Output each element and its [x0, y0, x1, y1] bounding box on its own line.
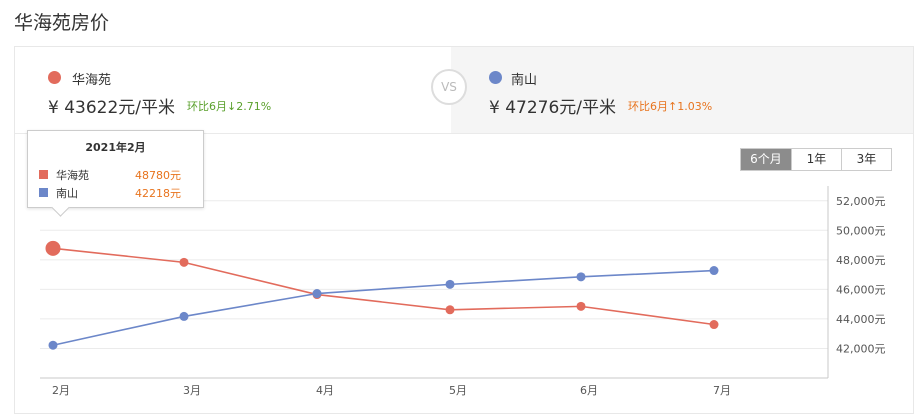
series-b-change: 环比6月↑1.03%	[628, 100, 713, 113]
y-tick-label-42000: 42,000元	[836, 342, 886, 355]
comparison-header: 华海苑 ¥ 43622元/平米 环比6月↓2.71% 南山 ¥ 47276元/平…	[15, 47, 913, 134]
y-tick-label-52000: 52,000元	[836, 195, 886, 208]
y-tick-label-44000: 44,000元	[836, 313, 886, 326]
tooltip-name-a: 华海苑	[56, 169, 89, 182]
series-a-change: 环比6月↓2.71%	[187, 100, 272, 113]
compare-side-a: 华海苑 ¥ 43622元/平米 环比6月↓2.71%	[15, 47, 451, 133]
series-1-point-3	[445, 279, 455, 289]
chart-tooltip: 2021年2月 华海苑 48780元 南山 42218元	[27, 130, 204, 208]
tooltip-title: 2021年2月	[85, 141, 146, 154]
y-tick-label-50000: 50,000元	[836, 224, 886, 237]
tooltip-row-b: 南山 42218元	[39, 185, 199, 201]
tooltip-swatch-a	[39, 170, 48, 179]
compare-side-b: 南山 ¥ 47276元/平米 环比6月↑1.03%	[451, 47, 913, 133]
series-1-point-2	[312, 289, 322, 299]
series-1-point-0	[48, 340, 58, 350]
series-0-point-0	[45, 240, 61, 256]
series-b-dot	[489, 71, 502, 84]
tooltip-row-a: 华海苑 48780元	[39, 167, 199, 183]
x-tick-label-3: 5月	[449, 384, 467, 397]
series-b-price: ¥ 47276元/平米	[489, 98, 617, 118]
series-b-name: 南山	[511, 73, 538, 88]
series-1-point-1	[179, 311, 189, 321]
range-tabs: 6个月 1年 3年	[740, 148, 892, 171]
series-1-point-4	[576, 272, 586, 282]
page-title: 华海苑房价	[14, 12, 110, 34]
series-0-point-5	[709, 320, 719, 330]
tab-1-year[interactable]: 1年	[791, 149, 841, 170]
series-a-price: ¥ 43622元/平米	[48, 98, 176, 118]
tooltip-swatch-b	[39, 188, 48, 197]
tab-3-years[interactable]: 3年	[841, 149, 891, 170]
vs-badge: VS	[431, 69, 467, 105]
y-tick-label-48000: 48,000元	[836, 254, 886, 267]
series-line-0	[52, 247, 715, 326]
tooltip-value-a: 48780元	[135, 169, 181, 182]
series-a-name: 华海苑	[72, 73, 112, 88]
y-tick-label-46000: 46,000元	[836, 283, 886, 296]
series-0-point-4	[576, 301, 586, 311]
series-0-point-3	[445, 305, 455, 315]
tooltip-name-b: 南山	[56, 187, 78, 200]
x-tick-label-0: 2月	[52, 384, 70, 397]
x-tick-label-4: 6月	[580, 384, 598, 397]
tab-6-months[interactable]: 6个月	[741, 149, 791, 170]
x-tick-label-1: 3月	[183, 384, 201, 397]
series-0-point-1	[179, 257, 189, 267]
series-a-dot	[48, 71, 61, 84]
series-1-point-5	[709, 266, 719, 276]
series-line-1	[52, 269, 715, 347]
x-tick-label-2: 4月	[316, 384, 334, 397]
tooltip-value-b: 42218元	[135, 187, 181, 200]
x-tick-label-5: 7月	[713, 384, 731, 397]
